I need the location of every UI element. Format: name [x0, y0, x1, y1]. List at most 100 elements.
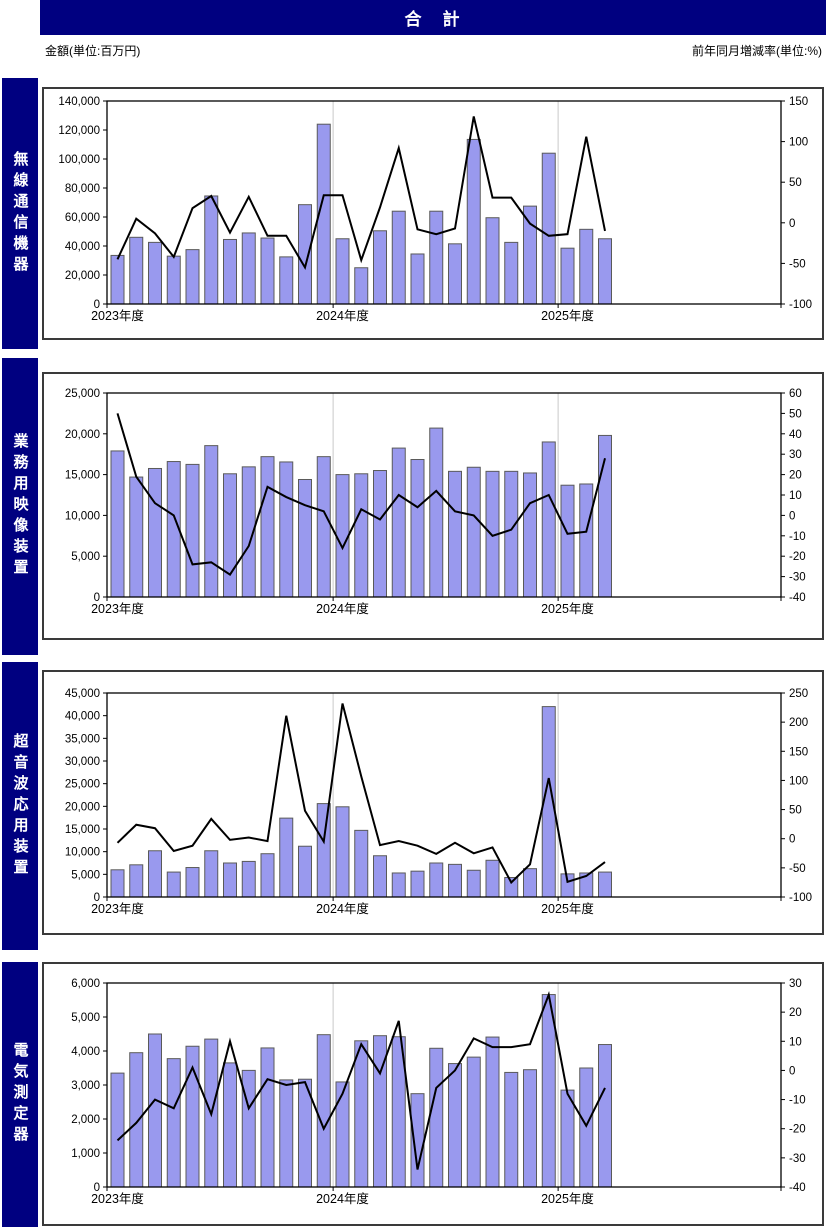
sidebar-label-text: 電気測定器 [11, 1042, 29, 1147]
amount-bar [148, 1033, 162, 1188]
amount-bar [335, 806, 350, 898]
year-gridlines [332, 393, 559, 597]
amount-bar [316, 1034, 331, 1188]
left-axis-tick-label: 140,000 [58, 96, 100, 108]
sidebar-label-wireless: 無線通信機器 [2, 78, 38, 349]
amount-bar [429, 862, 444, 898]
amount-bar [279, 461, 294, 598]
amount-bar [185, 249, 200, 305]
amount-bar [129, 476, 144, 598]
amount-bar [204, 850, 219, 898]
left-axis-tick-label: 2,000 [71, 1114, 100, 1126]
right-axis-tick-label: 0 [789, 834, 795, 846]
x-axis-ticks [106, 1187, 782, 1191]
left-axis-tick-label: 5,000 [71, 551, 100, 563]
left-axis-tick-label: 4,000 [71, 1046, 100, 1058]
yoy-rate-line [116, 413, 606, 576]
amount-bar [354, 267, 369, 305]
right-axis-tick-label: 250 [789, 688, 808, 700]
right-axis-tick-label: -50 [789, 863, 806, 875]
amount-bar [316, 456, 331, 598]
amount-bar [279, 817, 294, 898]
right-axis-tick-label: -50 [789, 258, 806, 270]
sidebar-label-measuring: 電気測定器 [2, 962, 38, 1227]
amount-bar [448, 1063, 462, 1188]
right-axis-tick-label: 60 [789, 388, 802, 400]
sidebar-label-text: 無線通信機器 [11, 150, 29, 277]
amount-bar [391, 872, 406, 898]
x-axis-year-labels: 2023年度 2024年度 2025年度 [91, 308, 594, 323]
left-axis-tick-label: 30,000 [65, 756, 100, 768]
header-bar: 合 計 [40, 0, 826, 35]
amount-bar [110, 869, 125, 898]
right-axis-tick-label: 0 [789, 1065, 795, 1077]
left-axis-tick-label: 25,000 [65, 388, 100, 400]
amount-bar [204, 195, 219, 305]
amount-bar [148, 241, 162, 305]
amount-bar [373, 230, 387, 305]
amount-bar [598, 238, 612, 305]
amount-bar [335, 238, 350, 305]
right-axis-tick-label: 0 [789, 218, 795, 230]
amount-bar [279, 256, 294, 305]
amount-bar [129, 1052, 144, 1188]
amount-bar [560, 247, 575, 305]
amount-bar [279, 1079, 294, 1188]
amount-bar [223, 1062, 237, 1188]
left-axis-tick-label: 0 [94, 592, 100, 604]
right-axis-tick-label: 30 [789, 978, 802, 990]
amount-bar [110, 254, 125, 305]
left-axis-tick-label: 6,000 [71, 978, 100, 990]
left-axis-tick-label: 0 [94, 892, 100, 904]
left-axis-tick-label: 20,000 [65, 429, 100, 441]
amount-bar [429, 427, 444, 598]
x-axis-year-label: 2024年度 [316, 901, 369, 916]
left-axis-labels: 0 5,000 10,000 15,000 20,000 25,000 [65, 388, 107, 604]
amount-bar [166, 871, 181, 898]
x-axis-year-label: 2025年度 [541, 1191, 594, 1206]
amount-bar [541, 152, 556, 305]
chart-svg-measuring: 0 1,000 2,000 3,000 4,000 5,000 6,000 -40 -30 -20… [71, 978, 805, 1206]
amount-bar [241, 232, 256, 305]
page-title: 合 計 [404, 10, 462, 29]
amount-bar [485, 217, 500, 305]
amount-bar [260, 1047, 275, 1188]
right-axis-tick-label: 150 [789, 746, 808, 758]
amount-bar [466, 466, 481, 598]
right-axis-tick-label: 100 [789, 775, 808, 787]
left-axis-tick-label: 15,000 [65, 470, 100, 482]
x-axis-year-label: 2025年度 [541, 601, 594, 616]
x-axis-year-labels: 2023年度 2024年度 2025年度 [91, 1191, 594, 1206]
x-axis-year-label: 2025年度 [541, 901, 594, 916]
x-axis-ticks [106, 597, 782, 601]
amount-bar [204, 445, 219, 598]
amount-bar [466, 138, 481, 305]
x-axis-ticks [106, 304, 782, 308]
amount-bar [541, 441, 556, 598]
right-axis-tick-label: 20 [789, 1007, 802, 1019]
amount-bar [223, 862, 237, 898]
x-axis-year-label: 2023年度 [91, 308, 144, 323]
right-axis-tick-label: -10 [789, 531, 806, 543]
amount-bar [579, 228, 594, 305]
amount-bar [373, 470, 387, 598]
amount-bar [260, 237, 275, 305]
left-axis-tick-label: 0 [94, 1182, 100, 1194]
amount-bars [110, 427, 612, 598]
amount-bar [448, 243, 462, 305]
x-axis-year-label: 2024年度 [316, 1191, 369, 1206]
right-axis-labels: -100 -50 0 50 100 150 200 250 [781, 688, 812, 904]
amount-bar [523, 205, 537, 305]
amount-bar [354, 473, 369, 598]
amount-bar [504, 241, 519, 305]
amount-bar [429, 1047, 444, 1188]
right-axis-tick-label: 200 [789, 717, 808, 729]
amount-bar [148, 850, 162, 898]
right-axis-tick-label: 50 [789, 805, 802, 817]
right-axis-tick-label: 10 [789, 490, 802, 502]
amount-bar [504, 470, 519, 598]
amount-bar [410, 253, 425, 305]
amount-bar [223, 238, 237, 305]
amount-bar [410, 870, 425, 898]
